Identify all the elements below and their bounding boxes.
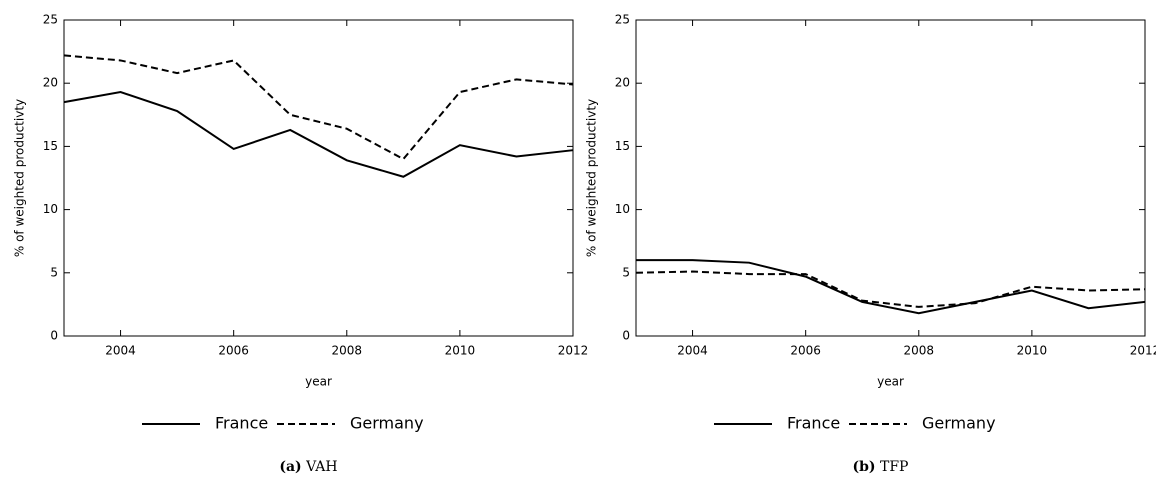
caption-text: TFP	[880, 459, 908, 475]
caption-label: (b)	[853, 459, 876, 475]
series-line	[635, 270, 1146, 308]
caption-label: (a)	[279, 459, 301, 475]
y-tick-label: 10	[43, 202, 58, 216]
x-tick-label: 2010	[1017, 344, 1048, 358]
caption-text: VAH	[305, 459, 337, 475]
x-tick-label: 2006	[218, 344, 249, 358]
caption: (b) TFP	[853, 459, 909, 475]
y-tick-label: 0	[50, 329, 58, 343]
x-tick-label: 2012	[1130, 344, 1156, 358]
y-tick-label: 20	[615, 76, 630, 90]
legend-label: France	[787, 414, 840, 433]
y-tick-label: 0	[622, 329, 630, 343]
legend-label: France	[215, 414, 268, 433]
series-line	[63, 91, 574, 178]
x-axis-label: year	[305, 375, 332, 389]
y-tick-label: 20	[43, 76, 58, 90]
plot-frame	[63, 19, 574, 337]
x-tick-label: 2004	[677, 344, 708, 358]
legend-label: Germany	[922, 414, 996, 433]
legend-label: Germany	[350, 414, 424, 433]
y-tick-label: 10	[615, 202, 630, 216]
y-axis-label: % of weighted productivty	[13, 99, 27, 257]
plot-frame	[635, 19, 1146, 337]
y-tick-label: 15	[43, 139, 58, 153]
x-tick-label: 2006	[790, 344, 821, 358]
y-tick-label: 5	[50, 265, 58, 279]
x-tick-label: 2004	[105, 344, 136, 358]
series-line	[636, 259, 1146, 315]
x-tick-label: 2008	[332, 344, 363, 358]
series-line	[63, 54, 574, 161]
x-axis-label: year	[877, 375, 904, 389]
y-tick-label: 15	[615, 139, 630, 153]
y-tick-label: 25	[615, 13, 630, 27]
x-tick-label: 2010	[445, 344, 476, 358]
x-tick-label: 2008	[904, 344, 935, 358]
y-tick-label: 5	[622, 265, 630, 279]
y-axis-label: % of weighted productivty	[585, 99, 599, 257]
y-tick-label: 25	[43, 13, 58, 27]
caption: (a) VAH	[279, 459, 337, 475]
x-tick-label: 2012	[558, 344, 589, 358]
